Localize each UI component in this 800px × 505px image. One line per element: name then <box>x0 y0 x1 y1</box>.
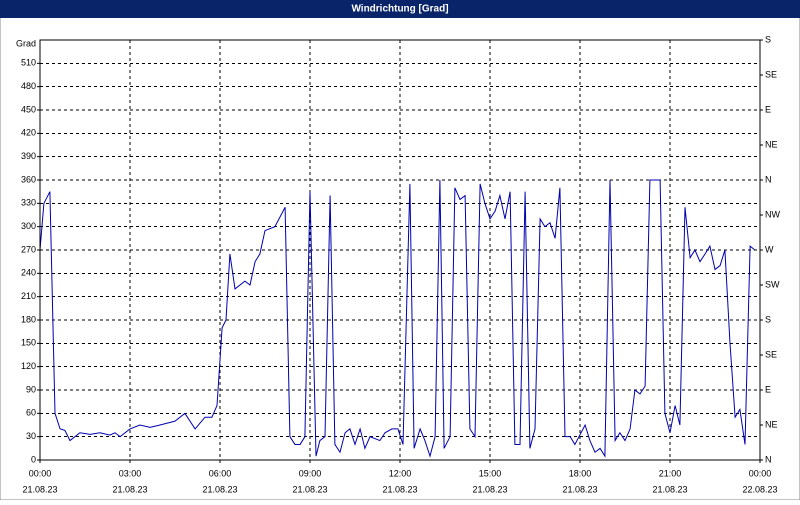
title-bar <box>0 0 800 18</box>
y2-tick-label: S <box>765 34 771 44</box>
y-tick-label: 330 <box>21 198 36 208</box>
y-tick-label: 30 <box>26 431 36 441</box>
y-tick-label: 210 <box>21 291 36 301</box>
y-tick-label: 480 <box>21 81 36 91</box>
x-tick-date: 21.08.23 <box>22 484 57 494</box>
y2-tick-label: N <box>765 174 772 184</box>
y2-tick-label: NW <box>765 209 780 219</box>
x-tick-date: 21.08.23 <box>202 484 237 494</box>
y2-tick-label: E <box>765 384 771 394</box>
y-tick-label: 240 <box>21 268 36 278</box>
grid <box>37 39 763 463</box>
y2-tick-label: SE <box>765 349 777 359</box>
x-tick-label: 00:00 <box>29 468 52 478</box>
x-tick-date: 21.08.23 <box>382 484 417 494</box>
y-tick-label: 420 <box>21 128 36 138</box>
y-tick-label: 390 <box>21 151 36 161</box>
y-tick-label: 60 <box>26 408 36 418</box>
y2-tick-label: NE <box>765 419 778 429</box>
plot-frame <box>39 39 761 461</box>
y-tick-label: 180 <box>21 314 36 324</box>
x-tick-date: 21.08.23 <box>112 484 147 494</box>
y2-tick-label: E <box>765 104 771 114</box>
x-tick-label: 09:00 <box>299 468 322 478</box>
y-tick-label: 360 <box>21 174 36 184</box>
data-line <box>39 179 756 458</box>
y-tick-label: 90 <box>26 384 36 394</box>
y2-tick-label: SW <box>765 279 780 289</box>
plot <box>39 179 756 458</box>
y2-tick-label: N <box>765 454 772 464</box>
x-tick-date: 21.08.23 <box>652 484 687 494</box>
y2-tick-label: SE <box>765 69 777 79</box>
y-tick-label: 510 <box>21 58 36 68</box>
y-tick-label: 0 <box>31 454 36 464</box>
y-tick-label: 150 <box>21 338 36 348</box>
x-tick-label: 00:00 <box>749 468 772 478</box>
x-tick-label: 15:00 <box>479 468 502 478</box>
y-tick-label: 450 <box>21 104 36 114</box>
y2-tick-label: NE <box>765 139 778 149</box>
y-tick-label: 120 <box>21 361 36 371</box>
x-tick-label: 21:00 <box>659 468 682 478</box>
x-tick-label: 06:00 <box>209 468 232 478</box>
x-tick-label: 12:00 <box>389 468 412 478</box>
x-tick-date: 22.08.23 <box>742 484 777 494</box>
x-tick-label: 18:00 <box>569 468 592 478</box>
y2-tick-label: S <box>765 314 771 324</box>
y-tick-label: 270 <box>21 244 36 254</box>
chart-title: Windrichtung [Grad] <box>351 4 448 15</box>
y2-tick-label: W <box>765 244 774 254</box>
x-tick-date: 21.08.23 <box>562 484 597 494</box>
x-tick-date: 21.08.23 <box>292 484 327 494</box>
x-tick-date: 21.08.23 <box>472 484 507 494</box>
y-axis-label: Grad <box>16 38 36 48</box>
x-tick-label: 03:00 <box>119 468 142 478</box>
y-tick-label: 300 <box>21 221 36 231</box>
